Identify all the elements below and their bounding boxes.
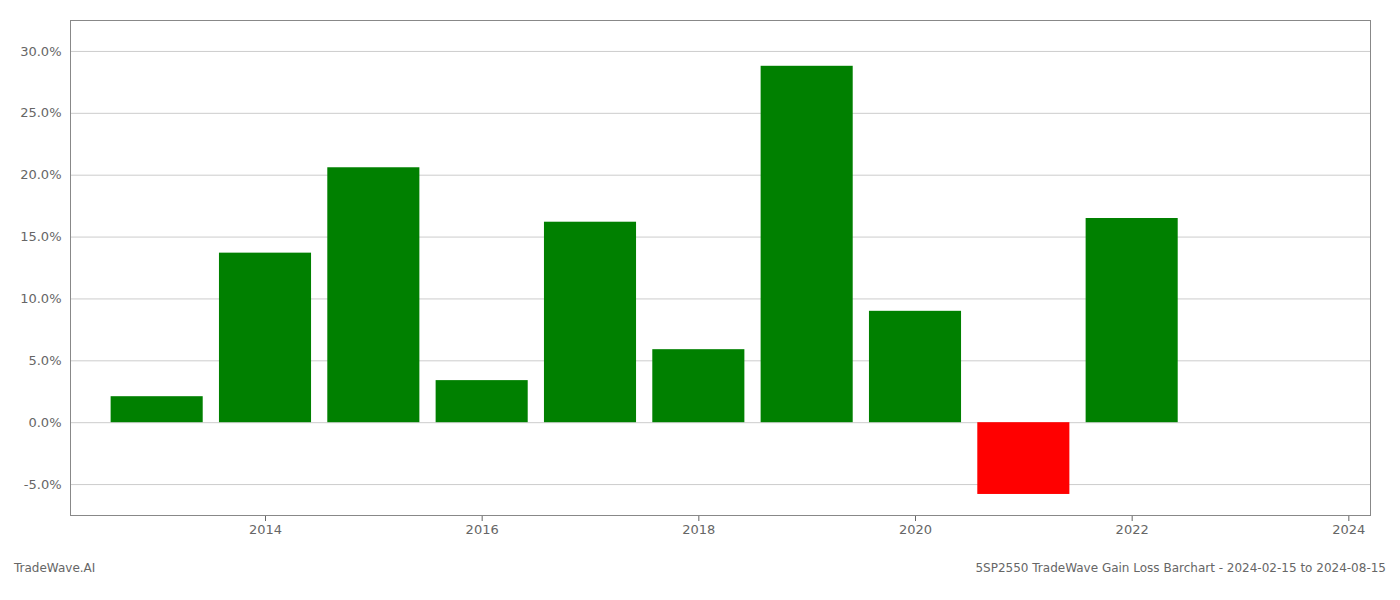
- svg-text:2018: 2018: [682, 522, 715, 537]
- html-text:TradeWave.AI: TradeWave.AI: [14, 561, 96, 575]
- svg-text:25.0%: 25.0%: [20, 105, 61, 120]
- svg-text:10.0%: 10.0%: [20, 291, 61, 306]
- svg-text:0.0%: 0.0%: [28, 415, 61, 430]
- svg-text:2016: 2016: [466, 522, 499, 537]
- svg-text:2022: 2022: [1116, 522, 1149, 537]
- svg-text:15.0%: 15.0%: [20, 229, 61, 244]
- svg-text:2014: 2014: [249, 522, 282, 537]
- html-text:5SP2550 TradeWave Gain Loss Ba: 5SP2550 TradeWave Gain Loss Barchart - 2…: [975, 561, 1386, 575]
- svg-text:20.0%: 20.0%: [20, 167, 61, 182]
- svg-text:5.0%: 5.0%: [28, 353, 61, 368]
- svg-text:2024: 2024: [1332, 522, 1365, 537]
- svg-text:-5.0%: -5.0%: [24, 477, 62, 492]
- svg-text:30.0%: 30.0%: [20, 44, 61, 59]
- svg-text:2020: 2020: [899, 522, 932, 537]
